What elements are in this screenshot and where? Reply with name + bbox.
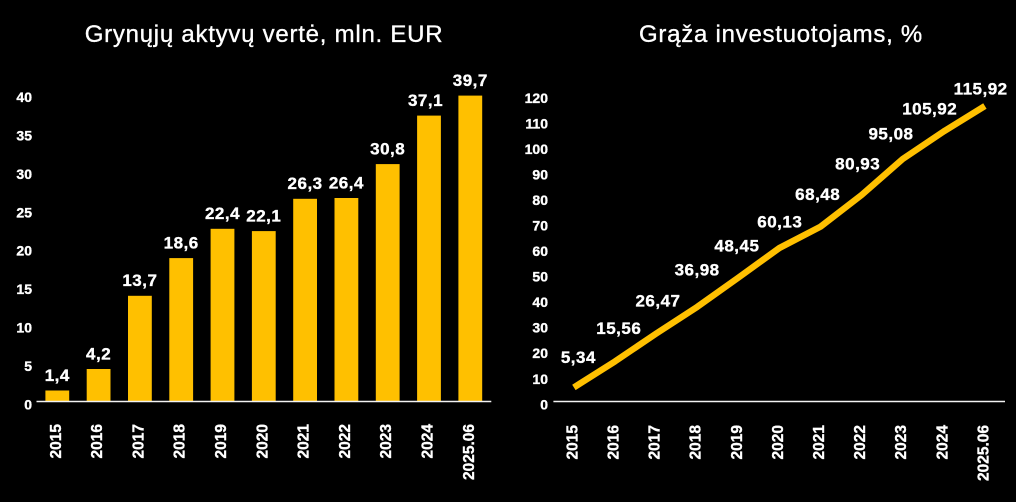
svg-text:2025.06: 2025.06 — [461, 424, 478, 480]
svg-text:40: 40 — [532, 294, 548, 310]
svg-text:2018: 2018 — [688, 425, 705, 460]
svg-text:95,08: 95,08 — [868, 125, 913, 144]
svg-text:26,3: 26,3 — [288, 174, 323, 193]
svg-text:2025.06: 2025.06 — [975, 425, 992, 481]
svg-text:2019: 2019 — [729, 425, 746, 460]
svg-text:2017: 2017 — [647, 425, 664, 459]
svg-text:2022: 2022 — [337, 424, 354, 458]
svg-text:Grąža investuotojams, %: Grąža investuotojams, % — [639, 21, 923, 48]
svg-text:20: 20 — [532, 345, 548, 361]
svg-text:2016: 2016 — [606, 425, 623, 460]
svg-text:25: 25 — [16, 204, 32, 220]
svg-text:2015: 2015 — [48, 424, 65, 459]
svg-text:100: 100 — [525, 141, 549, 157]
svg-text:39,7: 39,7 — [453, 71, 488, 90]
svg-text:30: 30 — [16, 166, 32, 182]
svg-text:2022: 2022 — [852, 425, 869, 459]
svg-text:Grynųjų aktyvų vertė, mln. EUR: Grynųjų aktyvų vertė, mln. EUR — [85, 21, 444, 48]
svg-text:13,7: 13,7 — [122, 271, 157, 290]
svg-text:22,4: 22,4 — [205, 204, 240, 223]
svg-text:2020: 2020 — [770, 425, 787, 459]
svg-text:4,2: 4,2 — [86, 344, 111, 363]
svg-text:2015: 2015 — [564, 425, 581, 460]
svg-text:70: 70 — [532, 218, 548, 234]
svg-text:10: 10 — [532, 371, 548, 387]
svg-text:40: 40 — [16, 89, 32, 105]
svg-text:2016: 2016 — [89, 424, 106, 459]
svg-text:0: 0 — [540, 396, 548, 412]
svg-text:80,93: 80,93 — [835, 154, 880, 173]
svg-text:120: 120 — [525, 90, 549, 106]
svg-text:22,1: 22,1 — [246, 207, 281, 226]
svg-text:90: 90 — [532, 166, 548, 182]
svg-text:30: 30 — [532, 320, 548, 336]
svg-text:110: 110 — [525, 115, 548, 131]
svg-text:80: 80 — [532, 192, 548, 208]
svg-text:48,45: 48,45 — [714, 237, 759, 256]
svg-text:26,47: 26,47 — [635, 292, 680, 311]
svg-text:5,34: 5,34 — [561, 348, 596, 367]
svg-text:20: 20 — [16, 243, 32, 259]
svg-text:5: 5 — [24, 358, 32, 374]
svg-text:26,4: 26,4 — [329, 173, 364, 192]
svg-text:30,8: 30,8 — [370, 140, 405, 159]
svg-text:15,56: 15,56 — [596, 319, 641, 338]
svg-text:2024: 2024 — [934, 425, 951, 460]
svg-text:2019: 2019 — [213, 424, 230, 459]
svg-text:35: 35 — [16, 128, 32, 144]
svg-text:2020: 2020 — [254, 424, 271, 458]
svg-text:10: 10 — [16, 320, 32, 336]
svg-text:115,92: 115,92 — [954, 80, 1008, 99]
svg-text:60,13: 60,13 — [757, 213, 802, 232]
svg-text:0: 0 — [24, 396, 32, 412]
svg-text:60: 60 — [532, 243, 548, 259]
svg-text:36,98: 36,98 — [675, 260, 720, 279]
svg-text:105,92: 105,92 — [902, 100, 957, 119]
svg-text:2021: 2021 — [296, 424, 313, 459]
svg-text:37,1: 37,1 — [408, 91, 443, 110]
svg-text:2018: 2018 — [172, 424, 189, 459]
svg-text:2023: 2023 — [378, 424, 395, 459]
svg-text:2021: 2021 — [811, 425, 828, 460]
svg-text:68,48: 68,48 — [795, 185, 840, 204]
svg-text:15: 15 — [16, 281, 32, 297]
svg-text:1,4: 1,4 — [45, 366, 70, 385]
svg-text:2017: 2017 — [130, 424, 147, 458]
svg-text:18,6: 18,6 — [164, 234, 199, 253]
svg-text:50: 50 — [532, 269, 548, 285]
svg-text:2023: 2023 — [893, 425, 910, 460]
svg-text:2024: 2024 — [420, 424, 437, 459]
